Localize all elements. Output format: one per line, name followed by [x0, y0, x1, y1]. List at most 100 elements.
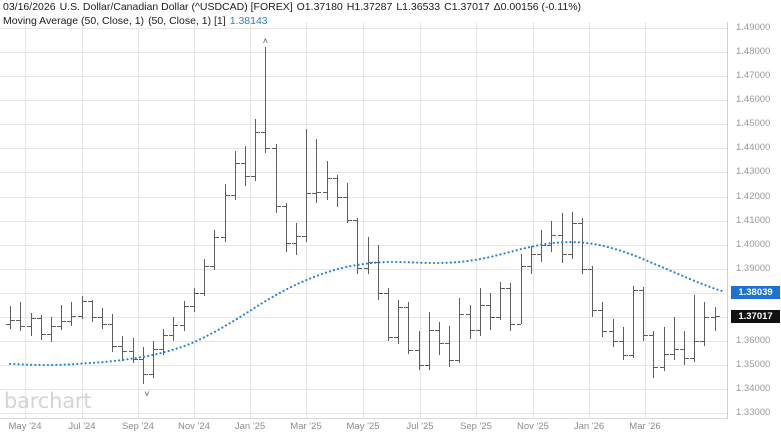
ohlc-bar [572, 212, 573, 259]
ohlc-open-tick [353, 220, 357, 221]
ohlc-bar [449, 326, 450, 368]
ohlc-bar [439, 321, 440, 356]
ohlc-open-tick [292, 243, 296, 244]
ohlc-close-tick [307, 193, 311, 194]
ohlc-bar [562, 213, 563, 263]
ohlc-close-tick [226, 195, 230, 196]
x-axis-tick-label: Nov '25 [517, 421, 549, 432]
ohlc-bar [194, 287, 195, 313]
ohlc-close-tick [614, 341, 618, 342]
ohlc-open-tick [251, 176, 255, 177]
ohlc-open-tick [27, 326, 31, 327]
ohlc-bar [92, 299, 93, 322]
price-axis[interactable]: 1.49000 1.48000 1.47000 1.46000 1.45000 1.440… [728, 0, 781, 434]
ohlc-bar [459, 297, 460, 364]
ohlc-open-tick [129, 351, 133, 352]
ohlc-bar [245, 145, 246, 186]
y-axis-tick-label: 1.44000 [736, 142, 771, 154]
ohlc-open-tick [558, 235, 562, 236]
ohlc-close-tick [399, 307, 403, 308]
ohlc-close-tick [522, 266, 526, 267]
ohlc-close-tick [93, 317, 97, 318]
ohlc-bar [653, 331, 654, 379]
ohlc-close-tick [215, 237, 219, 238]
y-axis-tick-label: 1.48000 [736, 46, 771, 58]
ohlc-close-tick [450, 360, 454, 361]
price-plot-area[interactable]: ˄ ˅ [0, 22, 728, 419]
y-axis-tick-label: 1.46000 [736, 94, 771, 106]
ohlc-close-tick [552, 235, 556, 236]
ohlc-open-tick [384, 293, 388, 294]
ohlc-open-tick [435, 330, 439, 331]
x-axis-tick-label: Jul '24 [68, 421, 96, 432]
ohlc-bar [582, 218, 583, 274]
y-axis-tick-label: 1.47000 [736, 70, 771, 82]
quote-open: O1.37180 [296, 1, 343, 13]
ohlc-open-tick [619, 341, 623, 342]
ohlc-close-tick [144, 374, 148, 375]
ohlc-close-tick [103, 324, 107, 325]
ohlc-bar [163, 329, 164, 356]
ohlc-bar [214, 230, 215, 270]
x-axis-tick-label: Jul '25 [406, 421, 434, 432]
gridline-vertical [420, 22, 421, 418]
ohlc-bar [429, 311, 430, 370]
ohlc-bar [531, 245, 532, 274]
ohlc-open-tick [159, 349, 163, 350]
ohlc-open-tick [598, 310, 602, 311]
ohlc-close-tick [328, 178, 332, 179]
study-value: 1.38143 [229, 15, 268, 27]
ohlc-close-tick [481, 305, 485, 306]
ohlc-close-tick [297, 236, 301, 237]
ohlc-close-tick [185, 306, 189, 307]
ohlc-bar [71, 302, 72, 327]
ohlc-bar [378, 244, 379, 301]
ohlc-bar [684, 331, 685, 366]
time-axis[interactable]: May '24 Jul '24 Sep '24 Nov '24 Jan '25 Mar '… [0, 419, 727, 434]
ohlc-open-tick [700, 341, 704, 342]
x-axis-tick-label: Sep '24 [122, 421, 154, 432]
ohlc-open-tick [690, 358, 694, 359]
ohlc-bar [664, 326, 665, 372]
ma-value-badge: 1.38039 [731, 285, 780, 299]
ohlc-bar [347, 183, 348, 224]
ohlc-bar [286, 202, 287, 253]
ohlc-bar [327, 160, 328, 201]
y-axis-tick-label: 1.39000 [736, 262, 771, 274]
plot-right-edge [727, 22, 728, 419]
x-axis-tick-label: May '24 [8, 421, 42, 432]
gridline-vertical [645, 22, 646, 418]
ohlc-open-tick [537, 254, 541, 255]
ohlc-bar [31, 312, 32, 336]
ohlc-open-tick [272, 148, 276, 149]
ohlc-bar [173, 316, 174, 341]
ohlc-close-tick [389, 337, 393, 338]
ohlc-bar [480, 288, 481, 337]
ohlc-bar [10, 306, 11, 330]
ohlc-close-tick [358, 268, 362, 269]
ohlc-bar [82, 296, 83, 320]
ohlc-close-tick [256, 132, 260, 133]
ohlc-open-tick [649, 335, 653, 336]
ohlc-open-tick [496, 317, 500, 318]
ohlc-open-tick [78, 316, 82, 317]
ohlc-close-tick [174, 325, 178, 326]
ohlc-open-tick [609, 331, 613, 332]
gridline-vertical [138, 22, 139, 418]
ohlc-open-tick [506, 288, 510, 289]
ohlc-open-tick [302, 236, 306, 237]
ohlc-close-tick [624, 355, 628, 356]
ohlc-open-tick [455, 360, 459, 361]
ohlc-close-tick [409, 350, 413, 351]
ohlc-open-tick [568, 254, 572, 255]
study-params: (50, Close, 1) [1] [148, 15, 226, 27]
x-axis-tick-label: Mar '26 [629, 421, 661, 432]
ohlc-open-tick [323, 192, 327, 193]
ohlc-bar [398, 300, 399, 344]
y-axis-tick-label: 1.35000 [736, 359, 771, 371]
x-axis-tick-label: May '25 [346, 421, 380, 432]
y-axis-tick-label: 1.36000 [736, 334, 771, 346]
ohlc-close-tick [277, 206, 281, 207]
ohlc-bar [306, 129, 307, 243]
ohlc-close-tick [246, 176, 250, 177]
